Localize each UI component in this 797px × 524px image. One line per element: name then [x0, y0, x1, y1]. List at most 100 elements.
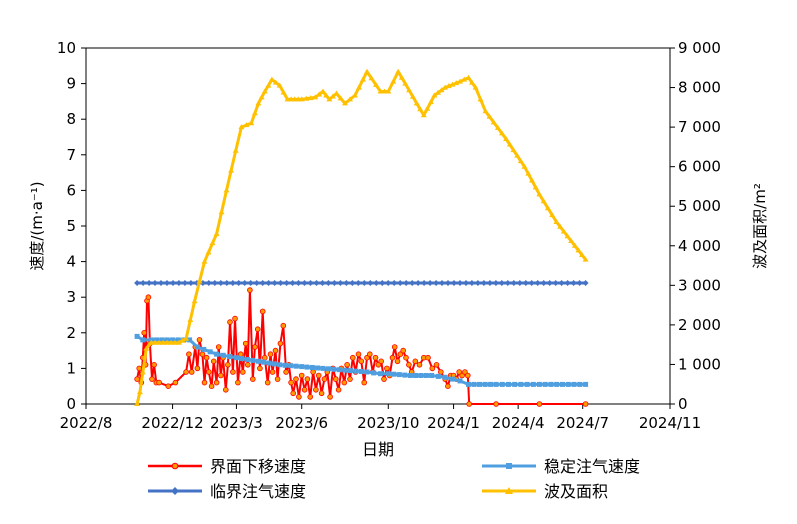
series-point — [295, 280, 302, 286]
series-point — [280, 322, 287, 329]
series-point — [416, 361, 423, 368]
legend: 界面下移速度 稳定注气速度 临界注气速度 波及面积 — [148, 457, 640, 501]
series-point — [136, 365, 143, 372]
series-point — [241, 280, 248, 286]
series-point — [437, 369, 444, 375]
series-point — [240, 369, 246, 375]
series-point — [149, 376, 155, 382]
series-point — [151, 361, 157, 368]
series-point — [461, 76, 468, 82]
series-point — [259, 308, 266, 315]
series-point — [213, 379, 220, 386]
series-point — [377, 88, 384, 94]
series-point — [552, 280, 559, 286]
series-point — [250, 376, 256, 382]
legend-item-swept-area: 波及面积 — [482, 482, 608, 501]
series-point — [402, 372, 408, 378]
series-point — [549, 212, 556, 218]
series-point — [227, 354, 233, 359]
series-point — [188, 369, 195, 375]
series-point — [148, 339, 155, 345]
series-point — [158, 280, 164, 286]
series-point — [418, 373, 424, 378]
series-point — [391, 344, 398, 350]
series-point — [427, 280, 434, 286]
series-point — [517, 158, 524, 164]
series-point — [205, 280, 212, 286]
series-point — [307, 95, 314, 101]
series-point — [313, 280, 320, 286]
series-point — [309, 365, 315, 370]
series-point — [453, 80, 460, 86]
series-point — [228, 167, 235, 173]
x-tick-label: 2024/4 — [492, 414, 545, 432]
series-point — [303, 95, 310, 101]
series-point — [341, 379, 348, 386]
series-point — [343, 280, 350, 286]
series-point — [449, 81, 456, 87]
series-point — [546, 280, 553, 286]
series-point — [326, 96, 333, 102]
right-y-tick-label: 6 000 — [678, 158, 721, 176]
series-point — [134, 376, 140, 382]
series-point — [579, 252, 585, 257]
series-point — [227, 319, 233, 325]
series-point — [466, 401, 473, 407]
series-point — [208, 383, 215, 390]
series-point — [536, 191, 543, 197]
series-point — [199, 351, 206, 358]
series-point — [468, 280, 475, 286]
series-point — [532, 184, 539, 190]
series-point — [469, 79, 475, 85]
series-point — [329, 93, 336, 99]
series-point — [245, 361, 251, 368]
series-point — [525, 170, 532, 176]
series-point — [571, 381, 577, 387]
series-point — [293, 363, 299, 369]
series-point — [248, 120, 255, 126]
series-point — [400, 347, 407, 354]
series-point — [337, 280, 344, 286]
series-point — [361, 280, 368, 286]
series-point — [528, 280, 535, 286]
series-point — [412, 358, 419, 365]
series-point — [529, 177, 535, 183]
series-point — [424, 105, 431, 111]
series-point — [164, 280, 170, 286]
series-3 — [134, 68, 589, 406]
series-point — [355, 280, 362, 286]
series-point — [258, 94, 265, 100]
series-point — [331, 366, 337, 372]
series-point — [389, 354, 396, 361]
series-point — [268, 76, 275, 82]
series-point — [243, 122, 250, 128]
series-point — [506, 141, 513, 147]
series-point — [371, 370, 377, 376]
series-point — [413, 100, 420, 106]
series-point — [391, 280, 398, 286]
series-point — [267, 351, 274, 358]
series-point — [406, 361, 412, 368]
legend-swatch-marker — [171, 487, 179, 495]
series-point — [181, 280, 188, 286]
series-point — [186, 351, 192, 358]
series-point — [298, 96, 305, 102]
series-point — [215, 344, 222, 350]
series-point — [179, 337, 186, 343]
series-point — [536, 381, 542, 387]
legend-swatch-marker — [171, 462, 179, 470]
series-point — [159, 337, 165, 343]
series-point — [315, 365, 321, 371]
series-point — [211, 280, 218, 286]
series-point — [172, 379, 179, 386]
series-point — [492, 280, 499, 286]
series-point — [266, 360, 272, 366]
series-point — [289, 280, 296, 286]
series-point — [276, 82, 283, 88]
series-point — [457, 378, 463, 384]
series-point — [353, 368, 359, 374]
series-point — [373, 81, 379, 87]
left-y-tick-label: 0 — [66, 395, 76, 413]
series-point — [175, 280, 182, 286]
series-point — [486, 280, 493, 286]
